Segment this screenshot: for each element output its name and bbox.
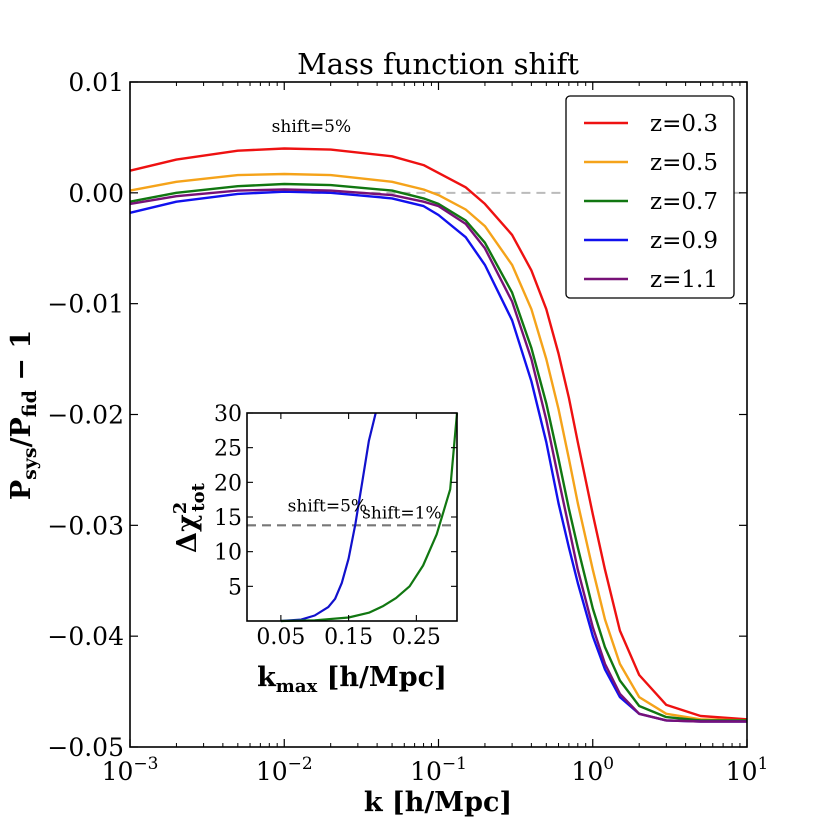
inset-y-label-sub: tot: [188, 482, 209, 511]
inset-x-axis-label: kmax [h/Mpc]: [257, 662, 447, 697]
inset-x-label-tail: [h/Mpc]: [317, 662, 447, 693]
series-line-z-0-9: [129, 190, 747, 723]
inset-x-tick-label: 0.15: [324, 625, 373, 650]
legend-box: [565, 95, 735, 299]
main-y-tick-label: 0.00: [68, 179, 124, 208]
main-series-group: [129, 147, 748, 723]
main-x-tick-label: 10−3: [102, 754, 159, 786]
inset-x-tick-label: 0.05: [256, 625, 305, 650]
inset-x-label-sub: max: [276, 676, 318, 697]
series-line-z-1-1: [129, 188, 747, 723]
inset-y-label-base: Δχ: [172, 514, 203, 553]
y-label-sub1: sys: [19, 447, 41, 479]
inset-background: [247, 413, 457, 621]
legend-label: z=0.5: [650, 150, 718, 176]
main-y-tick-label: −0.02: [47, 401, 124, 430]
main-y-tick-label: −0.05: [47, 733, 124, 762]
inset-x-tick-label: 0.25: [392, 625, 441, 650]
inset-annotation-shift-5: shift=5%: [288, 496, 367, 516]
inset-y-tick-label: 5: [228, 575, 242, 600]
inset-y-tick-label: 15: [214, 506, 242, 531]
inset-annotation-shift-1: shift=1%: [362, 503, 441, 523]
legend-label: z=0.9: [650, 228, 718, 254]
legend-label: z=0.3: [650, 111, 718, 137]
legend-label: z=0.7: [650, 189, 718, 215]
main-x-tick-label: 100: [571, 754, 614, 786]
main-x-ticks: 10−3 10−2 10−1 100 101: [102, 82, 769, 786]
inset-x-label-base: k: [257, 662, 277, 693]
main-x-tick-label: 101: [726, 754, 769, 786]
main-x-axis-label: k [h/Mpc]: [364, 787, 512, 818]
y-label-sub2: fid: [19, 390, 41, 417]
main-y-ticks: 0.01 0.00 −0.01 −0.02 −0.03 −0.04 −0.05: [47, 68, 747, 762]
main-x-tick-label: 10−2: [256, 754, 313, 786]
y-label-tail: − 1: [6, 330, 37, 390]
inset-series-line-shift-1-: [280, 412, 459, 623]
main-annotation-shift: shift=5%: [272, 117, 351, 137]
inset-y-tick-label: 20: [214, 471, 242, 496]
inset-y-axis-label: Δχ2tot: [170, 482, 209, 553]
series-line-z-0-3: [129, 147, 748, 721]
main-y-tick-label: −0.01: [47, 290, 124, 319]
y-label-mid: /P: [6, 417, 37, 447]
main-y-tick-label: −0.03: [47, 511, 124, 540]
series-line-z-0-7: [129, 182, 747, 722]
legend-label: z=1.1: [650, 267, 718, 293]
inset-y-tick-label: 10: [214, 541, 242, 566]
legend: z=0.3 z=0.5 z=0.7 z=0.9 z=1.1: [565, 95, 735, 299]
main-x-tick-label: 10−1: [410, 754, 467, 786]
inset-y-tick-label: 30: [214, 402, 242, 427]
inset-series-line-shift-5-: [280, 412, 377, 623]
chart-title: Mass function shift: [297, 47, 579, 81]
inset-y-ticks: 5 10 15 20 25 30: [214, 402, 457, 600]
inset-y-tick-label: 25: [214, 437, 242, 462]
inset-series-group: [280, 412, 459, 623]
series-line-z-0-5: [129, 172, 748, 722]
main-y-tick-label: 0.01: [68, 68, 124, 97]
main-y-tick-label: −0.04: [47, 622, 124, 651]
y-label-p1: P: [6, 480, 37, 500]
inset-y-label-sup: 2: [170, 502, 191, 515]
main-y-axis-label: Psys/Pfid − 1: [6, 330, 41, 500]
inset-x-ticks: 0.05 0.15 0.25: [256, 413, 441, 650]
